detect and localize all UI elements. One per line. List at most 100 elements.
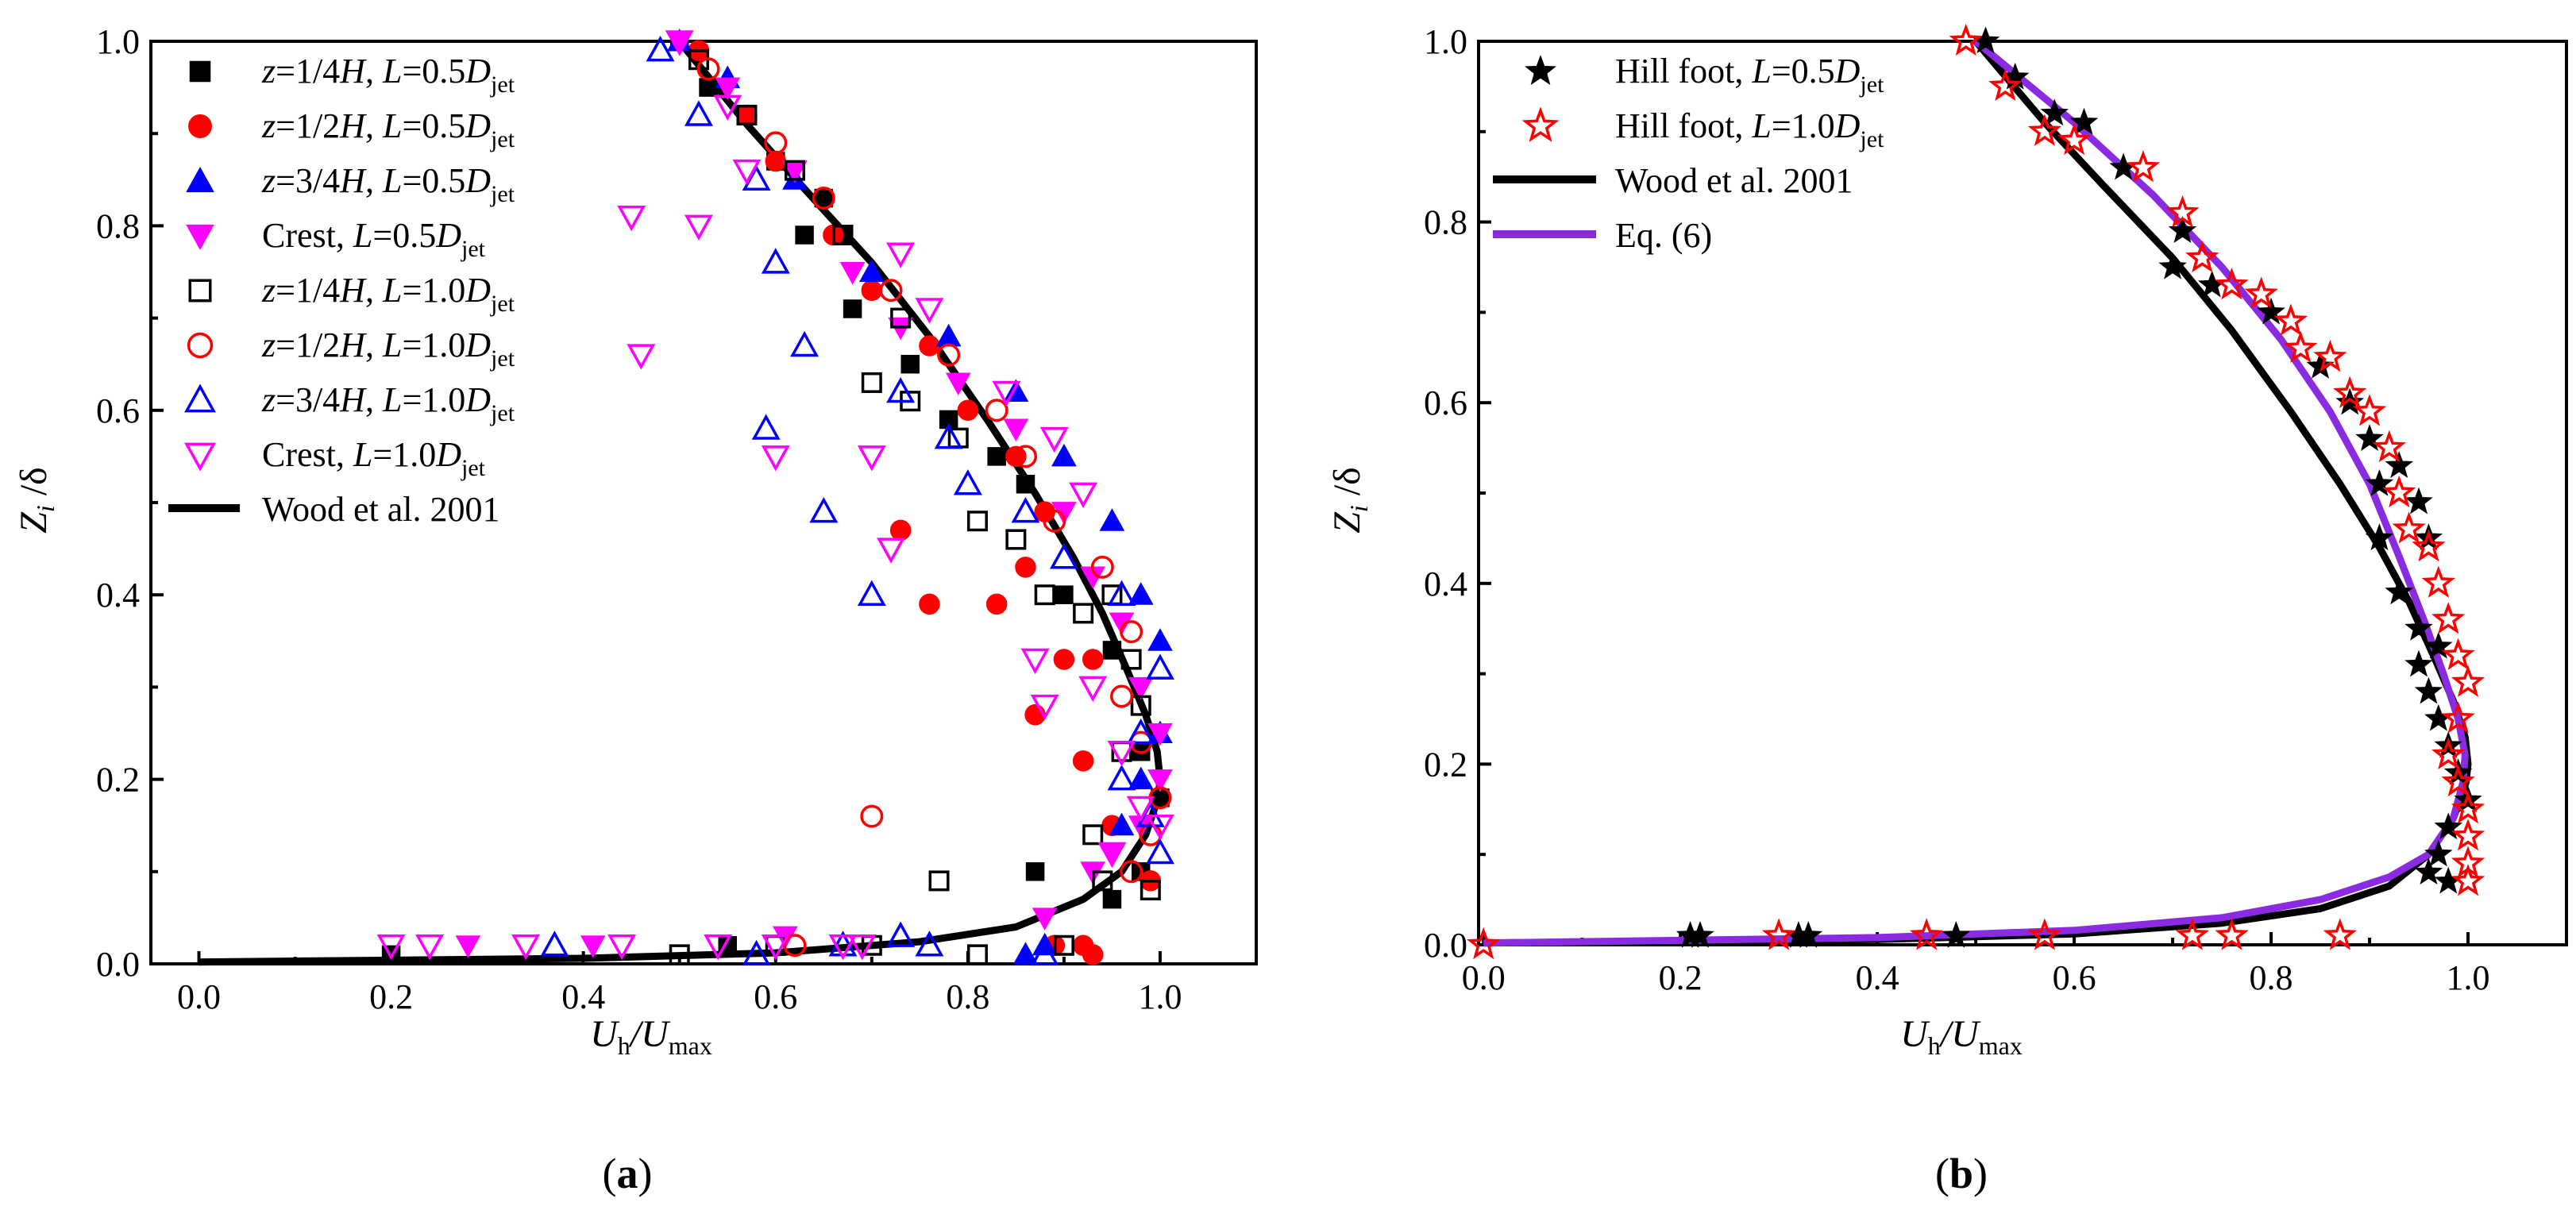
panel-a-points-layer (376, 28, 1174, 966)
data-point (1012, 942, 1039, 965)
data-point (2158, 252, 2187, 279)
data-point (1069, 482, 1098, 508)
panel-a-legend: z=1/4H, L=0.5Djet z=1/2H, L=0.5Djet z=3/4H… (168, 52, 515, 529)
data-point (1097, 842, 1127, 869)
data-point (828, 934, 858, 961)
legend-label: z=1/4H, L=0.5Djet (261, 52, 515, 98)
panel-a-curve-layer (199, 39, 1164, 966)
data-point (1053, 649, 1075, 670)
data-point (627, 344, 656, 370)
data-point (1126, 718, 1155, 745)
data-point (1147, 628, 1173, 651)
data-point (1147, 723, 1173, 746)
data-point (832, 225, 854, 246)
data-point (2027, 114, 2062, 146)
curve-eq-6- (1483, 38, 2469, 947)
data-point (2385, 451, 2413, 478)
data-point (915, 931, 944, 957)
x-tick-label: 0.8 (946, 977, 989, 1016)
data-point (1120, 620, 1143, 644)
data-point (1128, 676, 1154, 700)
data-point (1072, 750, 1094, 772)
data-point (2431, 737, 2466, 770)
panel-a-label: (a) (603, 1150, 653, 1197)
data-point (732, 159, 762, 186)
data-point (889, 519, 912, 541)
data-point (1145, 838, 1174, 865)
data-point (751, 414, 781, 440)
data-point (1030, 939, 1059, 966)
data-point (646, 36, 675, 62)
data-point (1013, 445, 1037, 468)
x-tick-label: 0.2 (369, 977, 413, 1016)
data-point (2372, 430, 2406, 463)
panel-a-ticks: 0.0 0.2 0.4 0.6 0.8 1.0 0.0 0.2 0.4 0.6 0.8 1.0 (96, 22, 1182, 1016)
data-point (1039, 426, 1069, 453)
data-point (713, 94, 742, 121)
y-tick-label: 0.4 (1424, 565, 1467, 603)
data-point (2412, 529, 2446, 562)
data-point (761, 248, 790, 274)
data-point (879, 279, 903, 302)
data-point (2414, 676, 2443, 704)
data-point (2365, 523, 2394, 551)
panel-b-points-layer (1467, 23, 2485, 960)
data-point (928, 870, 950, 892)
data-point (957, 399, 979, 422)
panel-a: 0.0 0.2 0.4 0.6 0.8 1.0 0.0 0.2 0.4 0.6 0.8 1.0 z=1… (13, 22, 1258, 1197)
data-point (696, 57, 720, 81)
data-point (1011, 497, 1040, 523)
data-point (1120, 649, 1142, 670)
data-point (2424, 631, 2453, 659)
data-point (455, 935, 481, 958)
data-point (2424, 839, 2453, 867)
data-point (1949, 23, 1983, 56)
data-point (1092, 870, 1113, 892)
legend-label: Wood et al. 2001 (262, 490, 500, 529)
y-tick-label: 0.6 (96, 391, 140, 430)
data-point (2333, 376, 2367, 408)
data-point (1030, 694, 1059, 721)
data-point (1467, 927, 1501, 960)
data-point (1025, 862, 1045, 881)
panel-a-x-axis-title: Uh/Umax (590, 1013, 712, 1060)
data-point (886, 921, 916, 947)
legend-marker (188, 114, 212, 138)
x-tick-label: 0.6 (2053, 958, 2096, 997)
y-tick-label: 0.0 (1424, 926, 1467, 965)
data-point (2323, 918, 2357, 950)
data-point (2257, 297, 2285, 325)
data-point (937, 343, 961, 367)
data-point (665, 30, 694, 56)
data-point (1102, 889, 1122, 909)
legend-marker (184, 383, 216, 413)
data-point (1055, 585, 1074, 604)
legend-label: z=1/4H, L=1.0Djet (261, 271, 515, 317)
data-point (915, 298, 944, 324)
y-tick-label: 1.0 (96, 22, 140, 61)
data-point (886, 242, 916, 268)
panel-b-legend: Hill foot, L=0.5Djet Hill foot, L=1.0Djet… (1493, 52, 1884, 255)
legend-marker (186, 224, 214, 251)
data-point (736, 104, 758, 126)
data-point (2244, 276, 2278, 309)
panel-b-curve-layer (1483, 38, 2472, 947)
data-point (890, 307, 912, 329)
data-point (2027, 918, 2062, 950)
data-point (1109, 812, 1135, 836)
data-point (1102, 641, 1122, 660)
y-tick-label: 0.2 (1424, 745, 1467, 784)
data-point (858, 259, 885, 282)
data-point (607, 934, 637, 961)
panel-a-y-axis-title: Zi /δ (13, 467, 60, 534)
y-tick-label: 0.6 (1424, 383, 1467, 422)
data-point (877, 538, 906, 564)
data-point (783, 934, 807, 958)
legend-label: z=1/2H, L=0.5Djet (261, 106, 515, 152)
y-tick-label: 1.0 (1424, 22, 1467, 61)
data-point (761, 445, 790, 472)
legend-label: Crest, L=0.5Djet (262, 216, 486, 262)
data-point (2215, 918, 2249, 950)
data-point (1128, 582, 1154, 605)
